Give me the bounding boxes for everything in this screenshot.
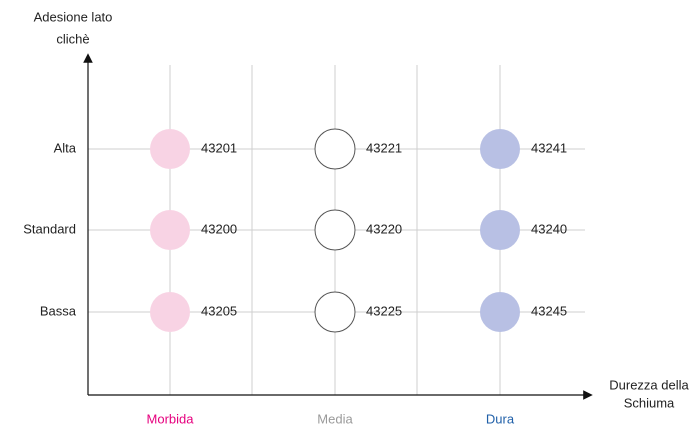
column-label: Media [317, 411, 353, 426]
row-label: Alta [54, 140, 77, 155]
cell-circle [150, 129, 190, 169]
cell-circle [480, 129, 520, 169]
y-axis-title: Adesione lato [34, 9, 113, 24]
column-label: Dura [486, 411, 515, 426]
cell-code: 43220 [366, 221, 402, 236]
row-label: Bassa [40, 303, 77, 318]
cell-circle [314, 209, 356, 251]
x-axis-title: Schiuma [624, 395, 675, 410]
cell-code: 43205 [201, 303, 237, 318]
cell-code: 43241 [531, 140, 567, 155]
cell-code: 43240 [531, 221, 567, 236]
cell-circle [150, 210, 190, 250]
cell-circle [480, 210, 520, 250]
cell-circle [314, 128, 356, 170]
cell-circle [314, 291, 356, 333]
cell-circle [150, 292, 190, 332]
y-axis-title: clichè [56, 31, 89, 46]
cell-code: 43201 [201, 140, 237, 155]
cell-code: 43200 [201, 221, 237, 236]
cell-code: 43225 [366, 303, 402, 318]
column-label: Morbida [147, 411, 195, 426]
row-label: Standard [23, 221, 76, 236]
cells: 43201 43221 43241 43200 43220 43240 43205 43225… [150, 128, 567, 333]
cell-circle [480, 292, 520, 332]
cell-code: 43221 [366, 140, 402, 155]
cell-code: 43245 [531, 303, 567, 318]
x-axis-title: Durezza della [609, 377, 689, 392]
